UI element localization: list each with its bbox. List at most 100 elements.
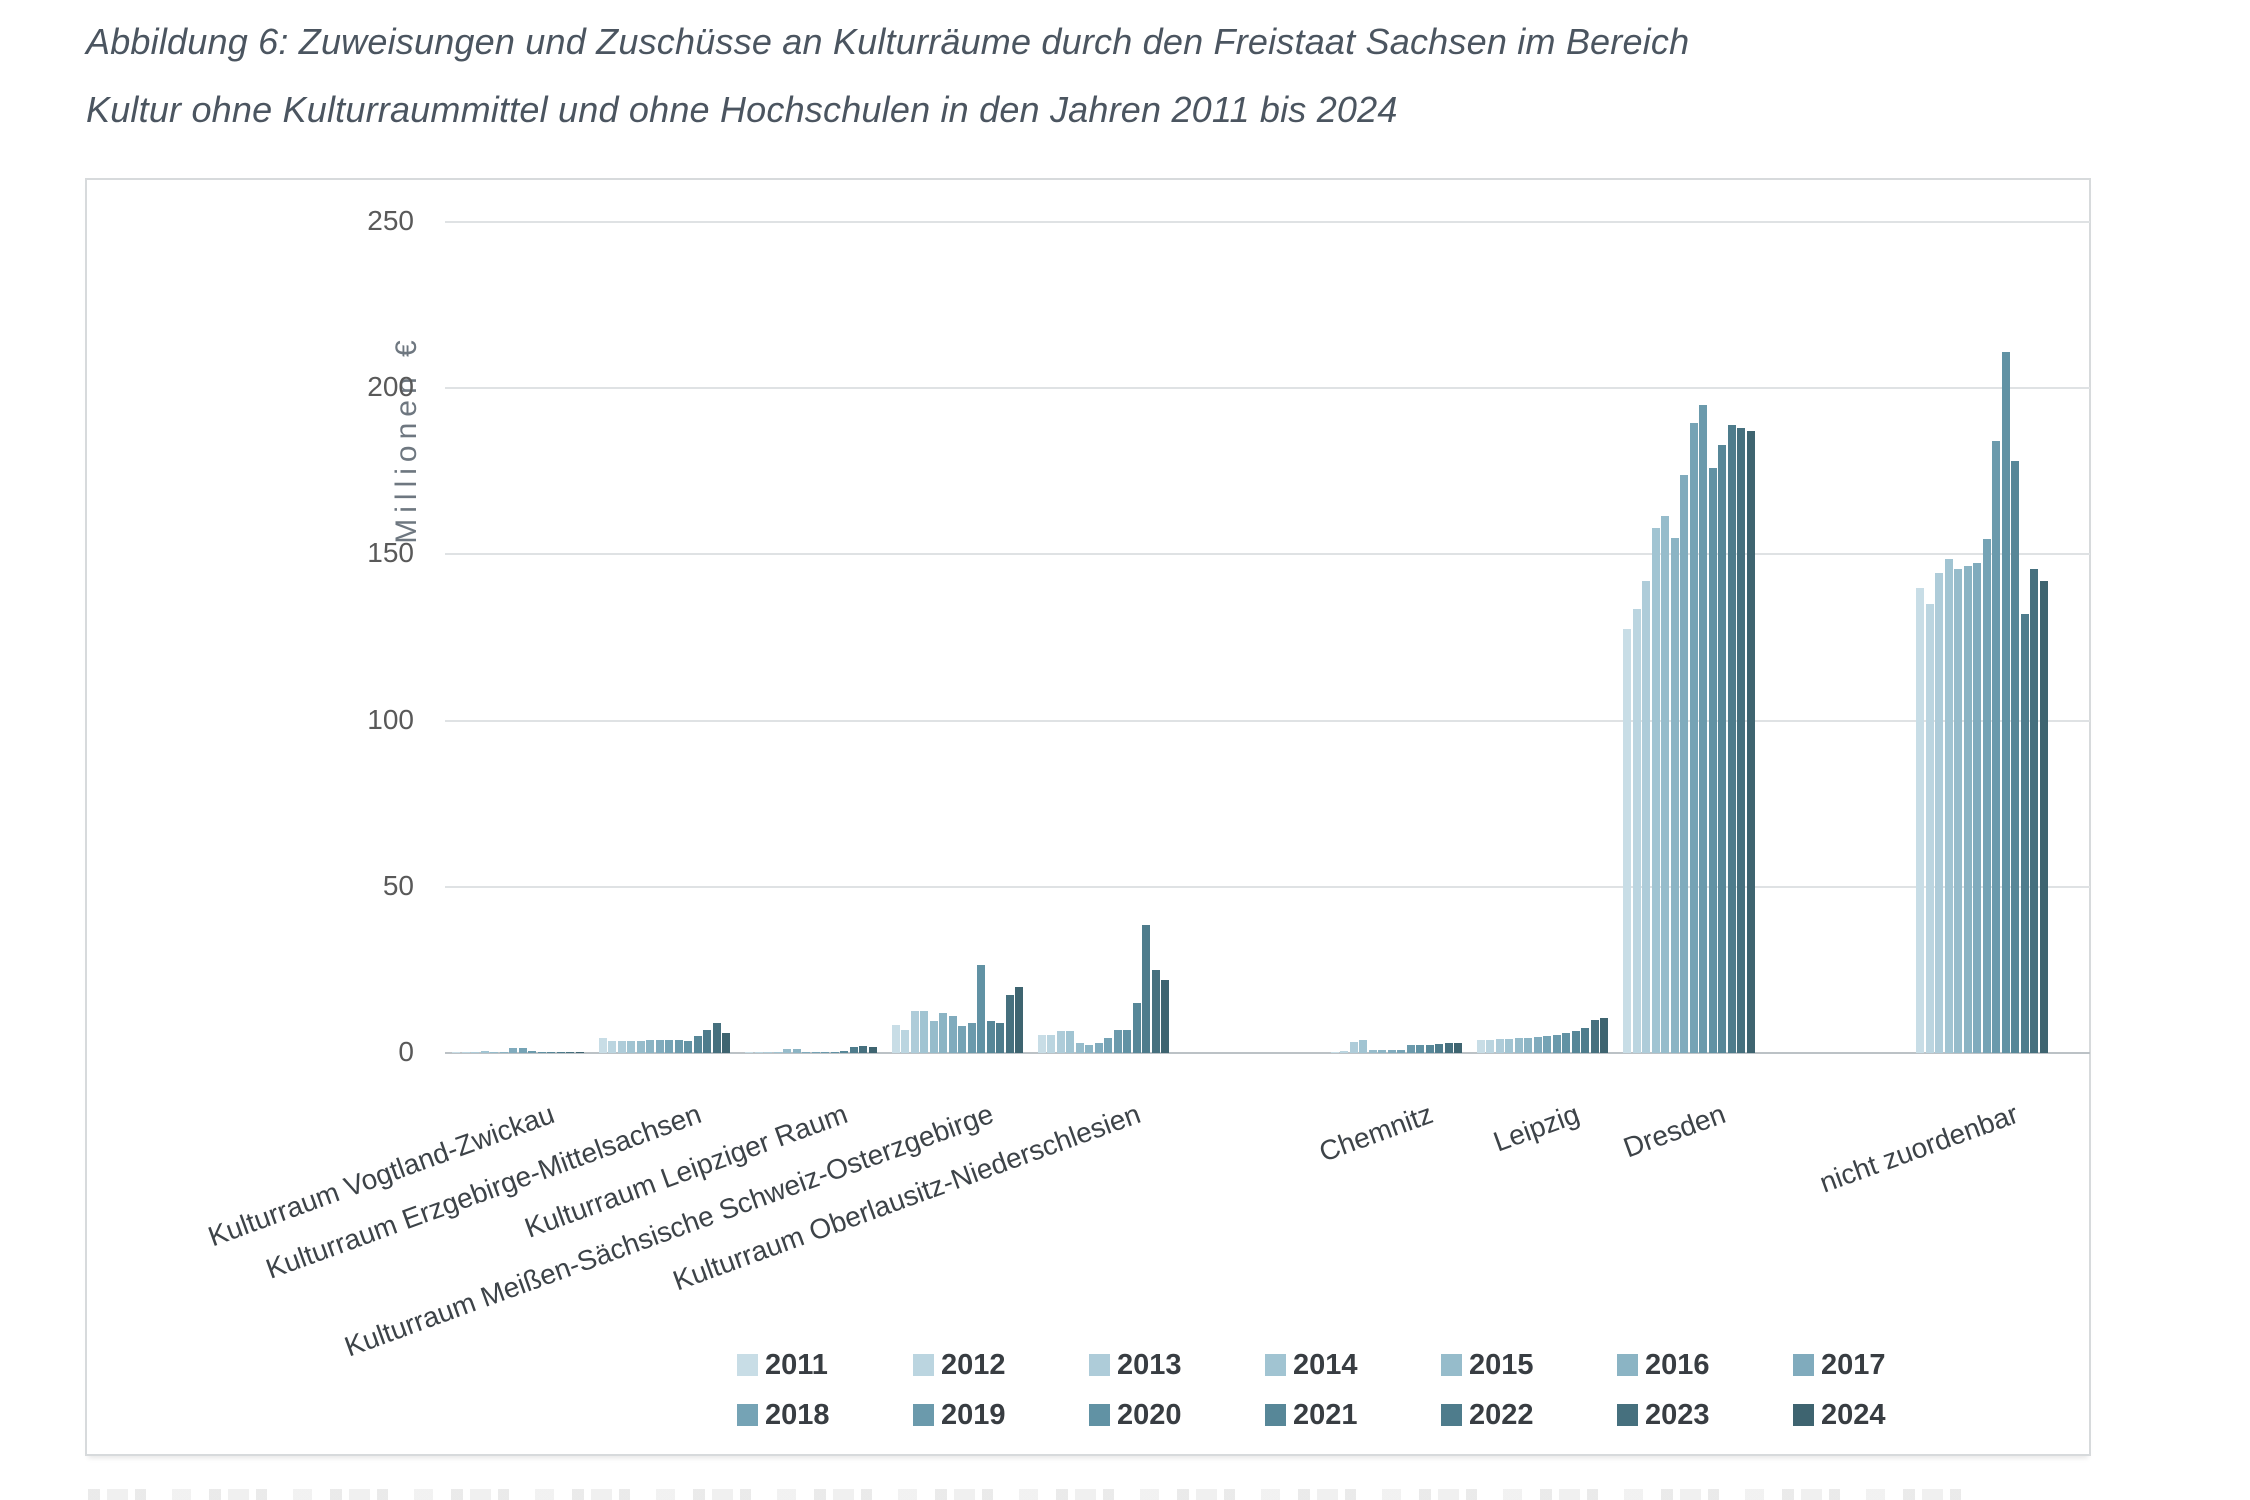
bar-2016 xyxy=(1085,1045,1094,1053)
bar-2014 xyxy=(920,1011,928,1053)
bar-2020 xyxy=(1416,1045,1425,1053)
y-tick-200: 200 xyxy=(367,371,414,403)
legend-swatch-2018 xyxy=(737,1404,758,1426)
bar-2023 xyxy=(859,1046,868,1053)
bar-2023 xyxy=(1151,970,1160,1053)
gridline-150 xyxy=(445,553,2090,556)
y-tick-100: 100 xyxy=(367,703,414,735)
bar-2015 xyxy=(1514,1038,1523,1053)
bar-2016 xyxy=(1963,566,1972,1053)
bar-2023 xyxy=(1590,1020,1599,1053)
legend-item-2024: 2024 xyxy=(1793,1398,1969,1432)
bar-2020 xyxy=(1562,1033,1571,1053)
bar-group-1 xyxy=(591,222,737,1053)
legend-label-2023: 2023 xyxy=(1645,1398,1710,1431)
figure-caption-line1: Abbildung 6: Zuweisungen und Zuschüsse a… xyxy=(86,21,1690,62)
bar-2014 xyxy=(773,1052,782,1053)
x-label-6: Leipzig xyxy=(1489,1098,1584,1158)
bar-2014 xyxy=(627,1041,636,1053)
bar-2018 xyxy=(958,1026,966,1053)
bar-2016 xyxy=(646,1040,655,1053)
bar-2021 xyxy=(1132,1003,1141,1053)
gridline-100 xyxy=(445,719,2090,722)
bar-2016 xyxy=(1524,1038,1533,1053)
bar-2015 xyxy=(1661,516,1670,1053)
bar-group-6 xyxy=(1470,222,1616,1053)
x-axis-line xyxy=(445,1052,2090,1054)
bar-2014 xyxy=(480,1051,489,1053)
bar-group-5 xyxy=(1323,222,1469,1053)
bar-2017 xyxy=(1094,1043,1103,1053)
y-tick-150: 150 xyxy=(367,537,414,569)
bar-2017 xyxy=(1680,475,1689,1053)
bar-2016 xyxy=(1670,538,1679,1053)
bar-2023 xyxy=(712,1023,721,1053)
bar-2018 xyxy=(518,1048,527,1053)
gridline-200 xyxy=(445,387,2090,390)
bar-2013 xyxy=(910,1011,919,1053)
chart-container: Millionen € 0 50 100 150 200 250 Kulturraum V… xyxy=(85,178,2091,1456)
bar-2012 xyxy=(754,1052,763,1053)
bar-2011 xyxy=(1623,629,1632,1053)
bar-2017 xyxy=(655,1040,664,1053)
bar-2015 xyxy=(1075,1043,1084,1053)
bar-2012 xyxy=(608,1041,617,1053)
bar-2011 xyxy=(452,1052,461,1053)
y-axis-title: Millionen € xyxy=(390,334,423,544)
plot-area xyxy=(445,221,2090,1054)
bar-2019 xyxy=(1552,1035,1561,1053)
legend-item-2016: 2016 xyxy=(1617,1348,1793,1382)
legend-swatch-2014 xyxy=(1265,1354,1286,1376)
bar-2024 xyxy=(1600,1018,1609,1053)
bar-2023 xyxy=(2030,569,2039,1053)
bar-2016 xyxy=(939,1013,947,1053)
bar-2015 xyxy=(929,1021,938,1053)
bar-group-4 xyxy=(1030,222,1176,1053)
bar-2024 xyxy=(1746,431,1755,1053)
legend-label-2016: 2016 xyxy=(1645,1348,1710,1381)
legend-label-2020: 2020 xyxy=(1117,1398,1182,1431)
bar-2015 xyxy=(1368,1050,1377,1053)
bar-2013 xyxy=(1495,1039,1504,1053)
bar-2019 xyxy=(528,1051,537,1053)
bar-2022 xyxy=(556,1052,565,1053)
bar-2011 xyxy=(1916,588,1925,1053)
legend-item-2022: 2022 xyxy=(1441,1398,1617,1432)
bar-2022 xyxy=(703,1030,712,1053)
bar-2014 xyxy=(1944,559,1953,1053)
bar-2018 xyxy=(811,1052,820,1053)
y-tick-50: 50 xyxy=(382,869,414,901)
legend-item-2011: 2011 xyxy=(737,1348,913,1382)
bar-2016 xyxy=(792,1049,801,1053)
bar-2022 xyxy=(2020,614,2029,1053)
bar-2013 xyxy=(1935,573,1944,1053)
bar-2018 xyxy=(1104,1038,1113,1053)
legend: 2011 2012 2013 2014 2015 2016 2017 2018 2019 2020… xyxy=(737,1348,1969,1432)
bar-2013 xyxy=(471,1052,480,1053)
bar-2014 xyxy=(1359,1040,1368,1053)
legend-swatch-2011 xyxy=(737,1354,758,1376)
bar-2013 xyxy=(1642,581,1651,1053)
bar-2020 xyxy=(684,1041,693,1053)
legend-item-2014: 2014 xyxy=(1265,1348,1441,1382)
legend-swatch-2017 xyxy=(1793,1354,1814,1376)
bar-2019 xyxy=(967,1023,976,1053)
bar-2019 xyxy=(674,1040,683,1053)
y-tick-0: 0 xyxy=(398,1036,414,1067)
legend-item-2012: 2012 xyxy=(913,1348,1089,1382)
bar-2024 xyxy=(575,1052,584,1053)
bar-2020 xyxy=(1708,468,1717,1053)
bar-group-2 xyxy=(738,222,884,1053)
bar-2022 xyxy=(849,1047,858,1053)
bar-2021 xyxy=(2011,461,2020,1053)
bar-2012 xyxy=(461,1052,470,1053)
spacer-slot xyxy=(1177,222,1323,1053)
bar-2014 xyxy=(1651,528,1660,1053)
bar-2022 xyxy=(996,1023,1004,1053)
bar-2024 xyxy=(1015,987,1023,1053)
x-label-8: nicht zuordenbar xyxy=(1815,1098,2023,1199)
bar-2020 xyxy=(2001,352,2010,1053)
bar-2022 xyxy=(1142,925,1151,1053)
bar-2016 xyxy=(1378,1050,1387,1053)
bar-2021 xyxy=(1571,1031,1580,1053)
